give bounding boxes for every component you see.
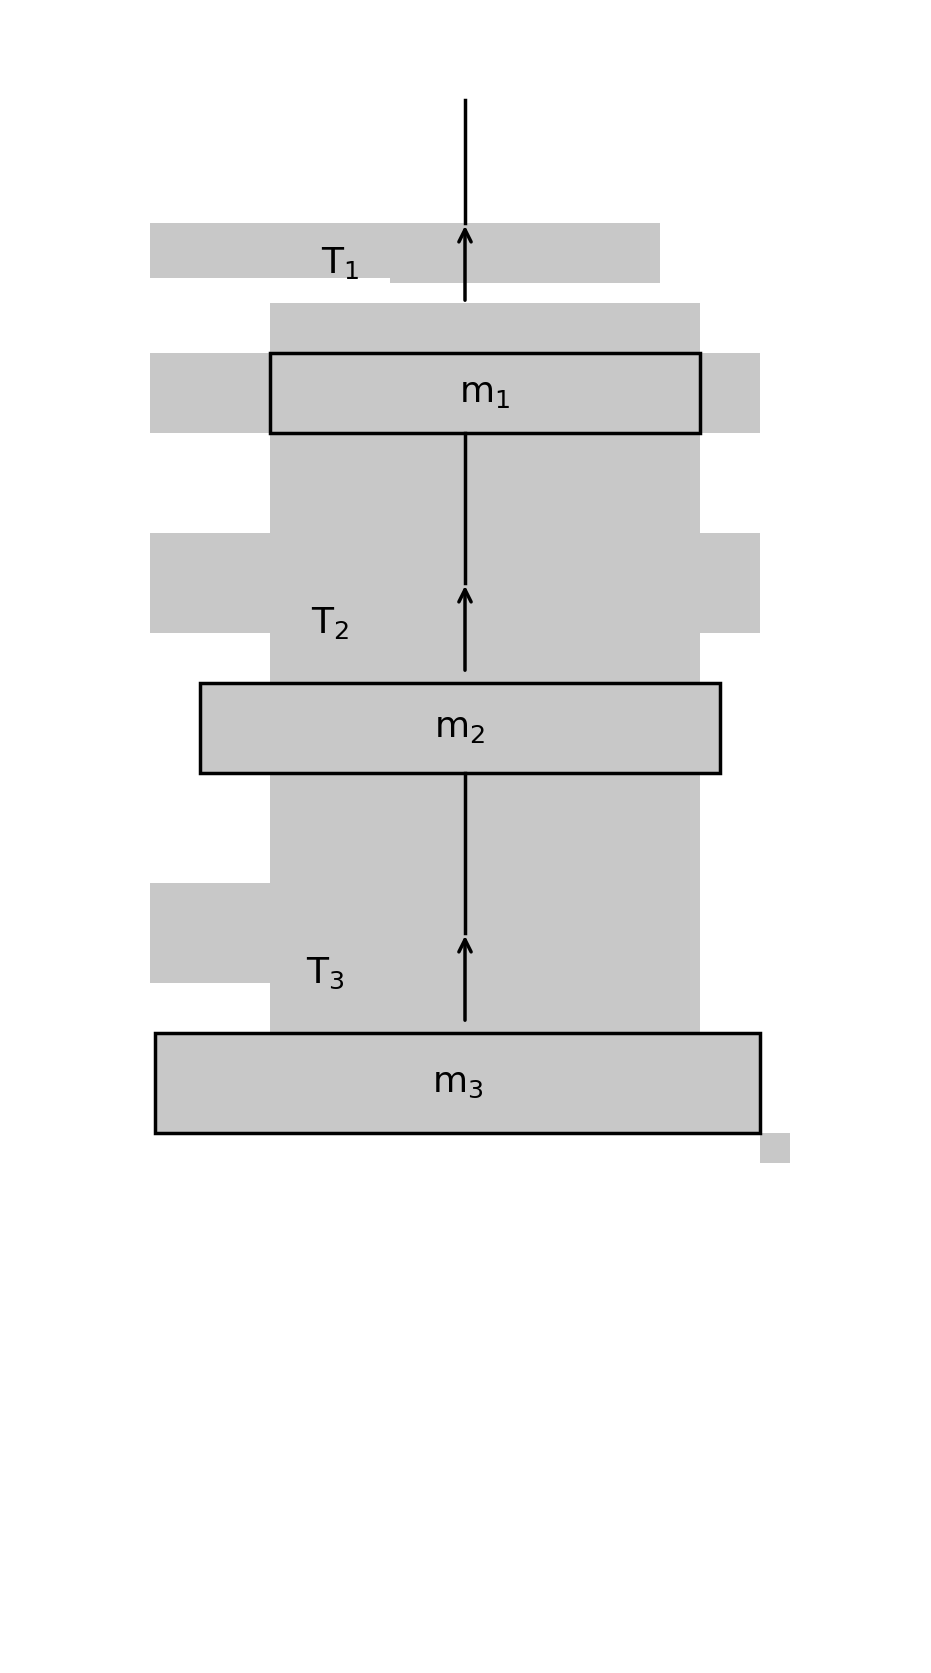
Bar: [700, 534, 760, 632]
Bar: [270, 303, 700, 433]
Bar: [270, 353, 700, 433]
Bar: [760, 1133, 790, 1163]
Text: T$_2$: T$_2$: [311, 606, 349, 641]
Bar: [150, 883, 270, 984]
Bar: [570, 223, 660, 283]
Bar: [270, 773, 700, 1032]
Bar: [270, 433, 700, 683]
Bar: [150, 534, 270, 632]
Text: T$_3$: T$_3$: [305, 955, 344, 990]
Bar: [155, 1032, 760, 1133]
Bar: [155, 1032, 760, 1133]
Bar: [150, 353, 270, 433]
Text: m$_2$: m$_2$: [435, 711, 486, 744]
Text: T$_1$: T$_1$: [321, 244, 359, 281]
Bar: [700, 353, 760, 433]
Bar: [200, 683, 720, 773]
Bar: [200, 683, 720, 773]
Text: m$_3$: m$_3$: [432, 1066, 483, 1101]
Bar: [390, 223, 570, 283]
Bar: [150, 223, 390, 278]
Text: m$_1$: m$_1$: [459, 376, 510, 410]
